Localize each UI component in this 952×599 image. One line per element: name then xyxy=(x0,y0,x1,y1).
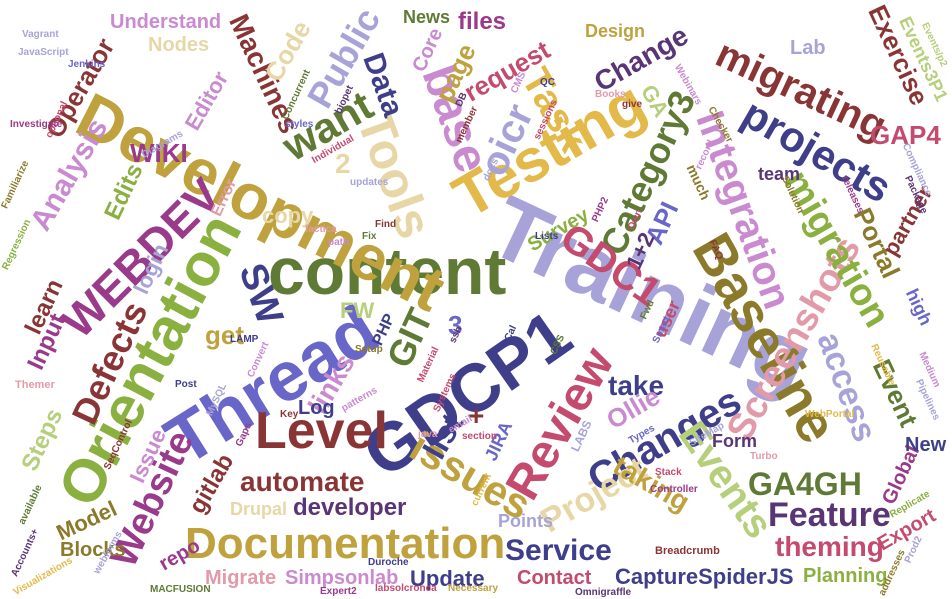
word-post: Post xyxy=(175,379,197,390)
word-edits: Edits xyxy=(99,159,149,225)
word-necessary: Necessary xyxy=(448,583,499,594)
word-design: Design xyxy=(585,21,646,41)
word-factica: factica xyxy=(305,224,337,235)
word-vagrant: Vagrant xyxy=(22,29,59,40)
word-team: team xyxy=(758,164,801,184)
word-java: java xyxy=(418,429,438,440)
word-setup: Setup xyxy=(355,344,383,355)
word-nodes: Nodes xyxy=(148,34,210,56)
word-path: path xyxy=(328,237,350,248)
word-developer: developer xyxy=(293,494,407,521)
word-available: available xyxy=(16,483,45,527)
word-gap4: GAP4 xyxy=(870,120,941,150)
word-understand: Understand xyxy=(110,11,222,33)
word-feature: Feature xyxy=(768,496,891,534)
word-plus: + xyxy=(468,400,485,431)
word-service: Service xyxy=(505,534,612,567)
word-news: News xyxy=(403,7,451,27)
word-take: take xyxy=(608,370,665,401)
word-lamp: LAMP xyxy=(230,334,259,345)
word-lab: Lab xyxy=(790,37,826,59)
word-points: Points xyxy=(498,511,554,531)
word-expert2: Expert2 xyxy=(320,586,357,597)
word-editor: Editor xyxy=(179,66,234,135)
word-level: Level xyxy=(255,402,388,460)
word-breadcrumb: Breadcrumb xyxy=(655,545,720,557)
word-high: high xyxy=(901,285,937,329)
word-familiarize: Familiarize xyxy=(0,159,32,211)
word-controller: Controller xyxy=(650,484,698,495)
word-duroche: Duroche xyxy=(368,557,409,568)
word-turbo: Turbo xyxy=(750,451,778,462)
word-investigate: Investigate xyxy=(10,119,63,130)
word-lists: Lists xyxy=(535,231,559,242)
word-key: Key xyxy=(280,409,299,420)
word-update: Update xyxy=(410,566,485,591)
word-migrate: Migrate xyxy=(205,567,277,589)
word-repo: repo xyxy=(155,534,204,576)
word-themer: Themer xyxy=(15,379,55,391)
word-2: 2 xyxy=(335,148,351,179)
word-labsolcronca: labsolcronca xyxy=(375,583,437,594)
word-simpsonlab: Simpsonlab xyxy=(285,567,399,589)
word-planning: Planning xyxy=(803,565,888,587)
word-accounts-plus: Accounts+ xyxy=(9,527,42,579)
word-get: get xyxy=(205,320,244,350)
word-stack: Stack xyxy=(655,467,682,478)
word-theming: theming xyxy=(775,531,884,562)
word-macfusion: MACFUSION xyxy=(150,584,211,595)
word-new: New xyxy=(905,434,947,456)
word-webportal: WebPortal xyxy=(805,409,855,420)
word-form: Form xyxy=(712,431,757,451)
word-give: give xyxy=(622,99,643,110)
word-books: Books xyxy=(595,89,626,100)
word-copy: copy xyxy=(262,203,314,228)
word-drupal: Drupal xyxy=(230,499,288,519)
word-regression: Regression xyxy=(0,217,34,272)
word-omnigraffle: Omnigraffle xyxy=(575,587,632,598)
word-find: Find xyxy=(375,219,397,230)
word-jenkins: Jenkins xyxy=(68,59,106,70)
word-contact: Contact xyxy=(517,567,592,589)
word-javascript: JavaScript xyxy=(18,47,69,58)
word-fw: FW xyxy=(340,298,375,323)
word-content: content xyxy=(268,234,507,308)
word-styles: styles xyxy=(285,119,314,130)
word-blocks: Blocks xyxy=(60,539,126,561)
word-wiki: WIKI xyxy=(130,138,188,168)
word-qc: QC xyxy=(540,77,555,88)
word-section: section xyxy=(462,431,498,442)
word-ga4gh: GA4GH xyxy=(748,466,862,502)
word-files: files xyxy=(458,8,507,35)
word-documentation: Documentation xyxy=(185,519,506,568)
word-updates: updates xyxy=(350,177,389,188)
word-log: Log xyxy=(298,397,335,419)
word-capturespiderjs: CaptureSpiderJS xyxy=(615,564,794,589)
word-fix: Fix xyxy=(362,231,377,242)
word-3: 3 xyxy=(448,310,463,340)
word-automate: automate xyxy=(240,466,365,497)
